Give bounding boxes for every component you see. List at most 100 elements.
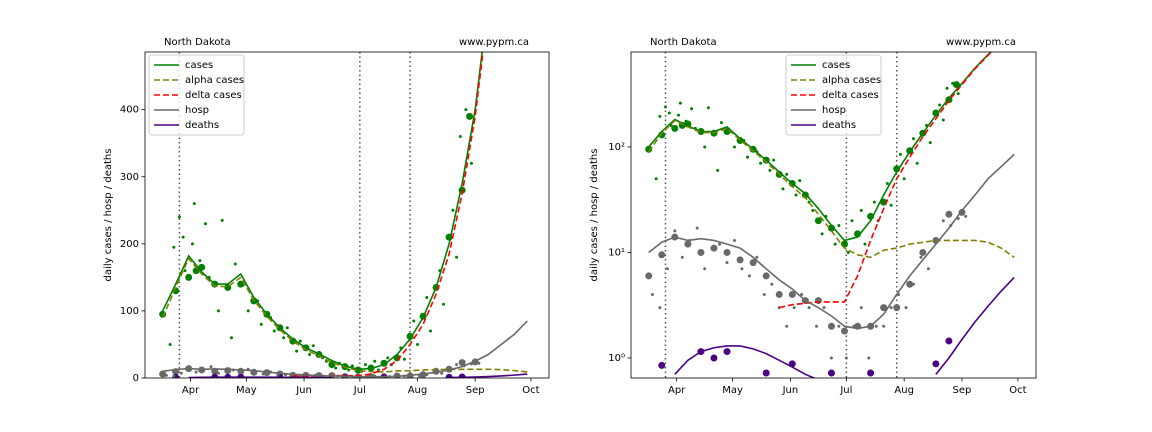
data-point	[347, 368, 351, 372]
data-point	[911, 282, 915, 286]
data-point	[239, 371, 243, 375]
data-point	[233, 262, 237, 266]
data-point	[904, 306, 908, 310]
data-point	[952, 81, 960, 89]
y-tick-label: 200	[120, 239, 139, 250]
data-point	[690, 107, 694, 111]
data-point	[956, 92, 960, 96]
data-point	[311, 344, 315, 348]
data-point	[376, 368, 380, 372]
y-tick-label: 10¹	[608, 247, 625, 258]
data-point	[665, 267, 669, 271]
data-point	[941, 118, 945, 122]
data-point	[893, 304, 901, 312]
data-point	[406, 332, 414, 340]
data-point	[811, 208, 815, 212]
data-point	[667, 111, 671, 115]
data-point	[466, 112, 474, 120]
data-point	[671, 124, 679, 132]
x-tick-label: Sep	[953, 385, 972, 396]
data-point	[867, 369, 875, 377]
series-line	[648, 153, 1015, 330]
data-point	[874, 324, 878, 328]
data-point	[794, 193, 798, 197]
data-point	[844, 356, 848, 360]
data-point	[684, 240, 692, 248]
data-point	[755, 255, 759, 259]
legend-label: alpha cases	[185, 75, 244, 86]
data-point	[469, 161, 473, 165]
y-tick-label: 300	[120, 172, 139, 183]
x-tick-label: May	[236, 385, 257, 396]
legend-label: delta cases	[822, 90, 879, 101]
data-point	[308, 353, 312, 357]
data-point	[859, 306, 863, 310]
data-point	[703, 145, 707, 149]
data-point	[800, 292, 804, 296]
data-point	[732, 145, 736, 149]
data-point	[926, 267, 930, 271]
data-point	[951, 81, 955, 85]
data-point	[425, 296, 429, 300]
chart-panel: Apr May Jun Jul Aug Sep Oct 0 100 200 300 400 North …	[103, 37, 550, 396]
chart-title: North Dakota	[164, 37, 231, 48]
data-point	[192, 267, 200, 275]
data-point	[906, 280, 914, 288]
data-point	[159, 370, 167, 378]
data-point	[841, 327, 849, 335]
data-point	[785, 172, 789, 176]
data-point	[762, 369, 770, 377]
x-tick-label: Oct	[1009, 385, 1026, 396]
data-point	[168, 342, 172, 346]
data-point	[677, 113, 681, 117]
data-point	[650, 292, 654, 296]
data-point	[723, 248, 731, 256]
data-point	[772, 158, 776, 162]
chart-title: North Dakota	[650, 37, 717, 48]
x-tick-label: Apr	[668, 385, 686, 396]
data-point	[680, 255, 684, 259]
series-line	[188, 373, 528, 378]
data-point	[190, 242, 194, 246]
data-point	[172, 245, 176, 249]
data-point	[788, 290, 796, 298]
data-point	[179, 371, 183, 375]
data-point	[203, 222, 207, 226]
legend-label: deaths	[185, 120, 219, 131]
series-line	[648, 119, 1015, 259]
data-point	[658, 251, 666, 259]
data-point	[719, 121, 723, 125]
data-point	[964, 214, 968, 218]
source-label: www.pypm.ca	[459, 37, 529, 48]
legend-frame	[148, 54, 245, 136]
data-point	[889, 203, 893, 207]
series-line	[161, 52, 483, 371]
data-point	[723, 348, 731, 356]
data-point	[768, 168, 772, 172]
series-line	[161, 257, 528, 373]
data-point	[181, 235, 185, 239]
x-tick-label: May	[722, 385, 743, 396]
data-point	[932, 109, 940, 117]
data-point	[254, 371, 258, 375]
plot-area	[159, 52, 528, 378]
data-point	[928, 141, 932, 145]
data-point	[850, 219, 854, 223]
data-point	[658, 114, 662, 118]
x-tick-label: Oct	[522, 385, 539, 396]
data-point	[710, 354, 718, 362]
data-point	[919, 248, 927, 256]
data-point	[177, 215, 181, 219]
data-point	[334, 366, 338, 370]
data-point	[703, 267, 707, 271]
data-point	[775, 290, 783, 298]
legend: cases alpha cases delta cases hosp deaths	[148, 54, 245, 136]
data-point	[298, 339, 302, 343]
y-axis-label: daily cases / hosp / deaths	[589, 149, 600, 282]
data-point	[455, 255, 459, 259]
legend-label: delta cases	[185, 90, 242, 101]
data-point	[792, 306, 796, 310]
data-point	[220, 218, 224, 222]
data-point	[261, 372, 265, 376]
